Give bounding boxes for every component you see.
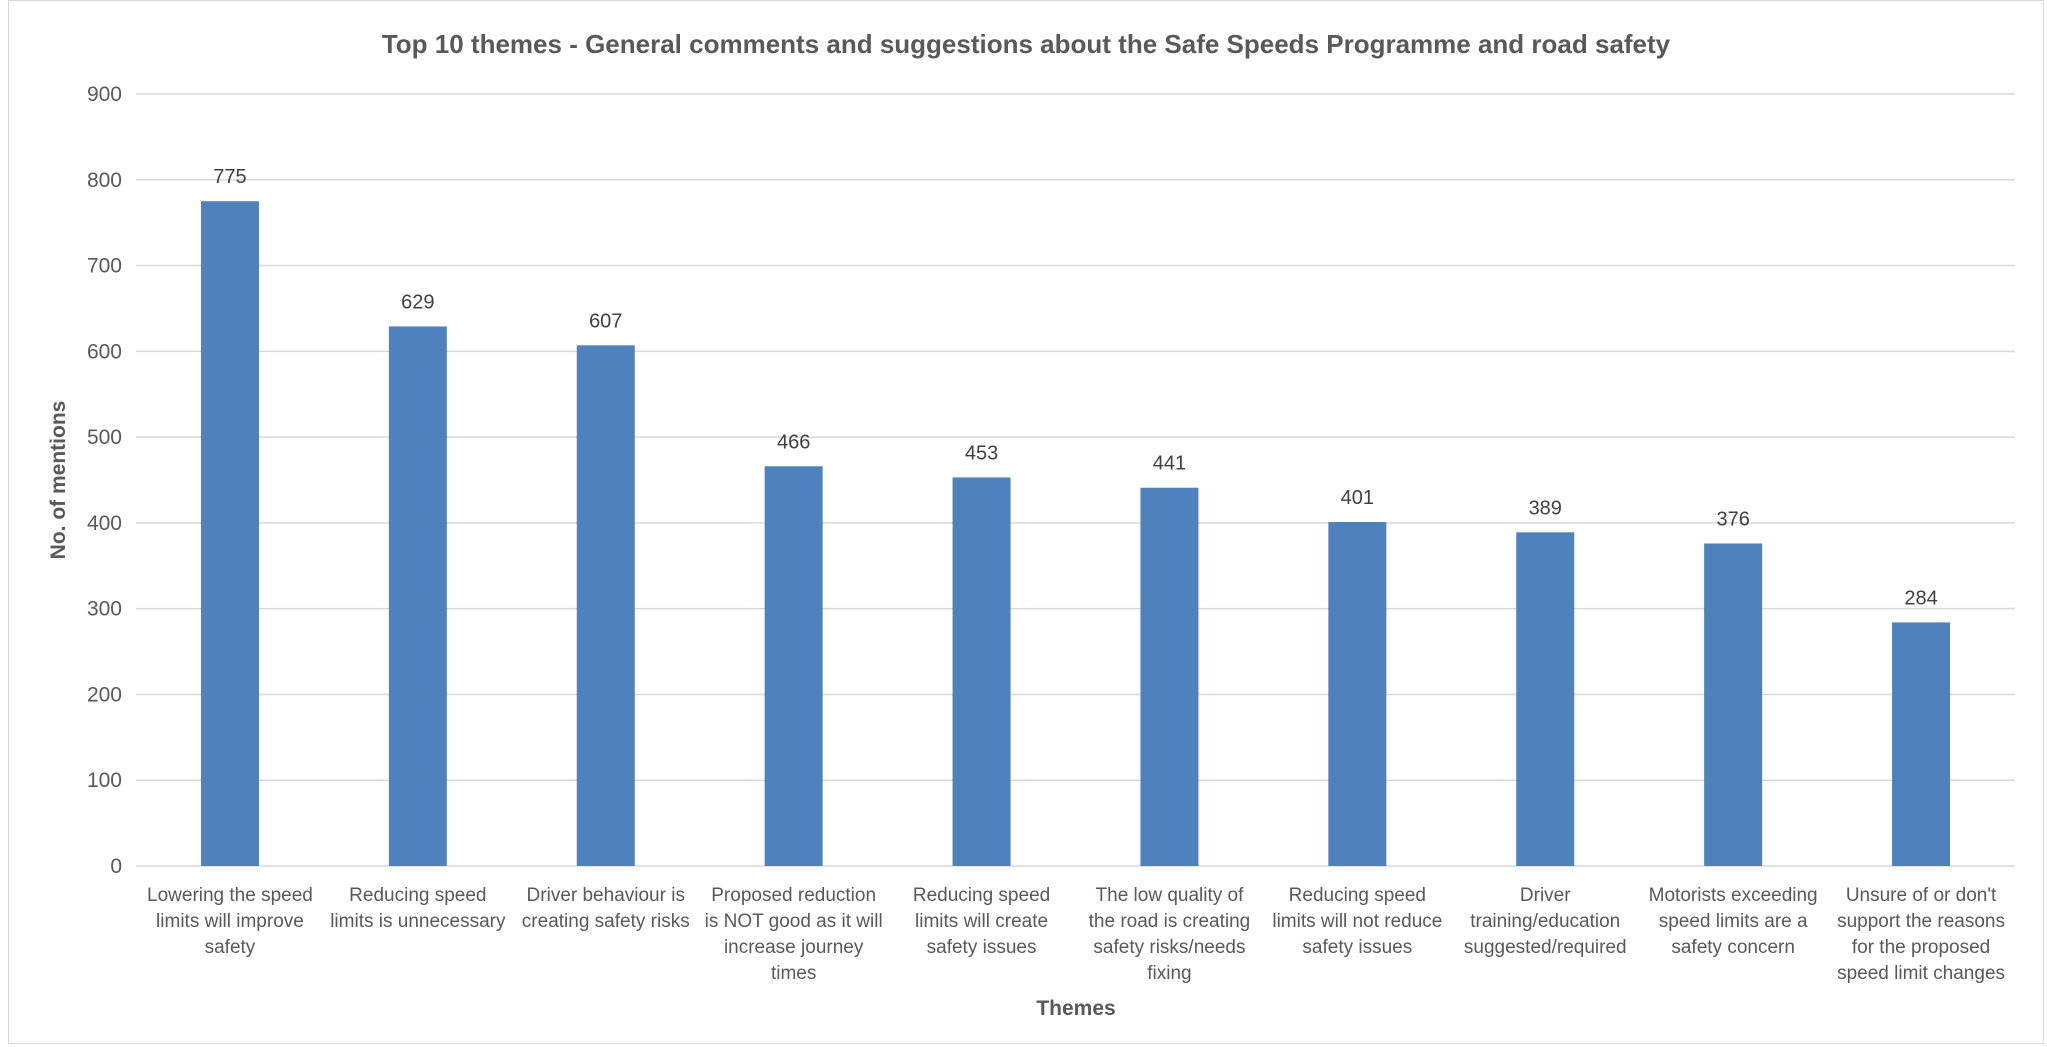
x-category-label: The low quality of the road is creating sa…	[1089, 885, 1251, 984]
x-category-label-line: times	[771, 963, 816, 984]
data-label: 376	[1716, 508, 1749, 530]
x-category-label: Driver behaviour is creating safety risks	[522, 885, 690, 932]
y-tick-label: 300	[87, 598, 122, 621]
x-category-label-line: Unsure of or don't	[1846, 885, 1997, 906]
x-category-label-line: for the proposed	[1852, 937, 1990, 958]
x-category-label-line: is NOT good as it will	[705, 911, 883, 932]
x-category-label-line: safety risks/needs	[1093, 937, 1245, 958]
bar	[764, 466, 823, 866]
bar	[1140, 487, 1199, 866]
bar	[1892, 622, 1951, 866]
x-category-label-line: Driver	[1520, 885, 1571, 906]
bar	[1328, 522, 1387, 866]
x-category-label: Reducing speed limits will create safety i…	[913, 885, 1050, 958]
x-category-label: Motorists exceeding speed limits are a saf…	[1649, 885, 1818, 958]
x-category-label-line: fixing	[1147, 963, 1191, 984]
y-tick-label: 600	[87, 340, 122, 363]
y-axis-ticks: 0 100 200 300 400 500 600 700 800 900	[87, 83, 122, 878]
bar	[952, 477, 1011, 866]
x-category-label-line: Reducing speed	[913, 885, 1050, 906]
x-category-label-line: speed limits are a	[1659, 911, 1808, 932]
bar	[1704, 543, 1763, 866]
x-category-label-line: safety issues	[1302, 937, 1412, 958]
chart-title: Top 10 themes - General comments and sug…	[382, 29, 1671, 59]
x-category-label-line: the road is creating	[1089, 911, 1251, 932]
data-label: 389	[1529, 497, 1562, 519]
data-label: 441	[1153, 453, 1186, 475]
x-category-label-line: speed limit changes	[1837, 963, 2005, 984]
x-category-label: Reducing speed limits is unnecessary	[330, 885, 506, 932]
y-tick-label: 800	[87, 169, 122, 192]
x-category-label-line: support the reasons	[1837, 911, 2005, 932]
x-category-label: Lowering the speed limits will improve saf…	[147, 885, 313, 958]
data-label: 607	[589, 310, 622, 332]
x-category-label-line: safety issues	[927, 937, 1037, 958]
x-category-label-line: suggested/required	[1464, 937, 1627, 958]
data-label: 284	[1904, 587, 1937, 609]
x-category-label-line: Driver behaviour is	[527, 885, 685, 906]
x-category-label-line: Reducing speed	[1289, 885, 1426, 906]
x-category-label-line: limits will improve	[156, 911, 304, 932]
y-tick-label: 900	[87, 83, 122, 106]
data-label: 775	[213, 166, 246, 188]
y-tick-label: 700	[87, 255, 122, 278]
data-label: 466	[777, 431, 810, 453]
x-category-label-line: safety concern	[1671, 937, 1795, 958]
x-category-label-line: limits is unnecessary	[330, 911, 506, 932]
x-category-label-line: Reducing speed	[349, 885, 486, 906]
data-labels: 775 629 607 466 453 441 401 389 376 284	[213, 166, 1937, 609]
y-tick-label: 500	[87, 426, 122, 449]
data-label: 629	[401, 291, 434, 313]
x-category-label: Reducing speed limits will not reduce safe…	[1272, 885, 1442, 958]
x-category-label: Unsure of or don't support the reasons for…	[1837, 885, 2005, 984]
x-category-label-line: The low quality of	[1096, 885, 1245, 906]
y-tick-label: 100	[87, 769, 122, 792]
bar	[576, 345, 635, 867]
x-category-label-line: increase journey	[724, 937, 864, 958]
data-label: 401	[1341, 487, 1374, 509]
x-category-label-line: safety	[205, 937, 256, 958]
gridlines	[136, 93, 2015, 867]
x-category-label-line: training/education	[1470, 911, 1620, 932]
x-axis-title: Themes	[1036, 997, 1115, 1020]
x-category-label-line: limits will not reduce	[1272, 911, 1442, 932]
bar	[200, 201, 259, 866]
bar	[388, 326, 447, 866]
x-category-label: Driver training/education suggested/requir…	[1464, 885, 1627, 958]
x-category-label-line: Proposed reduction	[711, 885, 876, 906]
bar	[1516, 532, 1575, 866]
x-category-label-line: limits will create	[915, 911, 1048, 932]
bars	[200, 201, 1951, 867]
data-label: 453	[965, 442, 998, 464]
x-category-label-line: Lowering the speed	[147, 885, 313, 906]
y-tick-label: 200	[87, 683, 122, 706]
bar-chart: Top 10 themes - General comments and sug…	[47, 29, 2015, 1020]
y-tick-label: 400	[87, 512, 122, 535]
x-category-label-line: creating safety risks	[522, 911, 690, 932]
x-category-label-line: Motorists exceeding	[1649, 885, 1818, 906]
y-tick-label: 0	[110, 855, 122, 878]
y-axis-title: No. of mentions	[47, 401, 70, 560]
x-category-label: Proposed reduction is NOT good as it will…	[705, 885, 883, 984]
chart-frame: Top 10 themes - General comments and sug…	[8, 0, 2044, 1044]
x-axis-categories: Lowering the speed limits will improve saf…	[147, 885, 2005, 984]
